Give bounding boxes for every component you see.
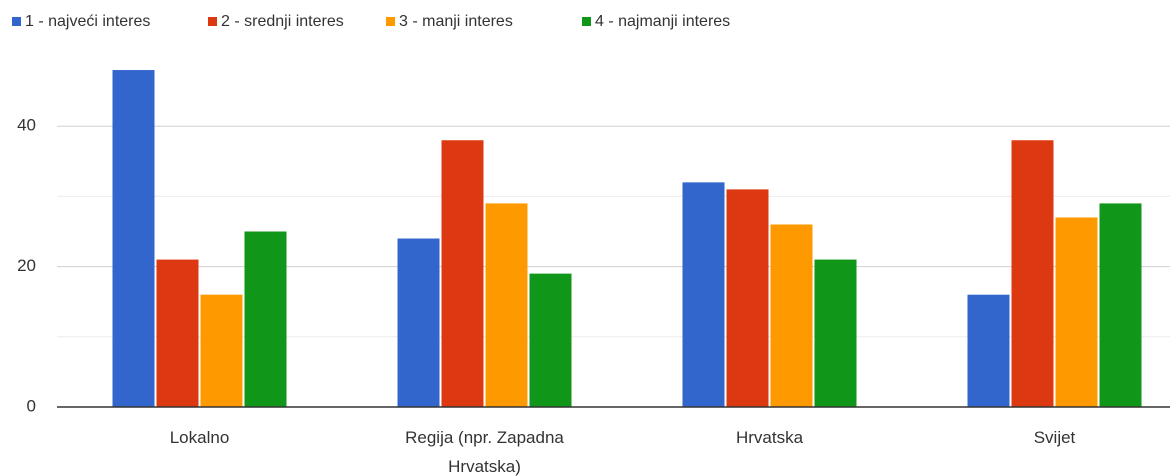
y-tick-label: 20 [17,256,36,275]
bar [770,224,813,407]
x-tick-label: Lokalno [169,428,230,447]
bar [397,238,440,407]
bar [112,70,155,407]
legend-swatch [386,17,395,26]
bar [200,294,243,407]
y-tick-label: 40 [17,116,36,135]
bar [682,182,725,407]
bar [485,203,528,407]
bar [1055,217,1098,407]
bar [726,189,769,407]
legend-label: 3 - manji interes [399,13,513,30]
legend-swatch [208,17,217,26]
bar [529,273,572,407]
bar [967,294,1010,407]
bar [156,259,199,407]
legend-swatch [582,17,591,26]
x-tick-label: Hrvatska [735,428,804,447]
x-tick-label: Svijet [1033,428,1076,447]
legend-label: 1 - najveći interes [25,13,150,30]
x-tick-label: Regija (npr. Zapadna Hrvatska) [405,428,564,476]
y-tick-label: 0 [27,396,36,415]
bar [1011,140,1054,408]
legend-label: 4 - najmanji interes [595,13,730,30]
legend-label: 2 - srednji interes [221,13,344,30]
bar [814,259,857,407]
bar [441,140,484,408]
bar [244,231,287,407]
bar [1099,203,1142,407]
legend-swatch [12,17,21,26]
